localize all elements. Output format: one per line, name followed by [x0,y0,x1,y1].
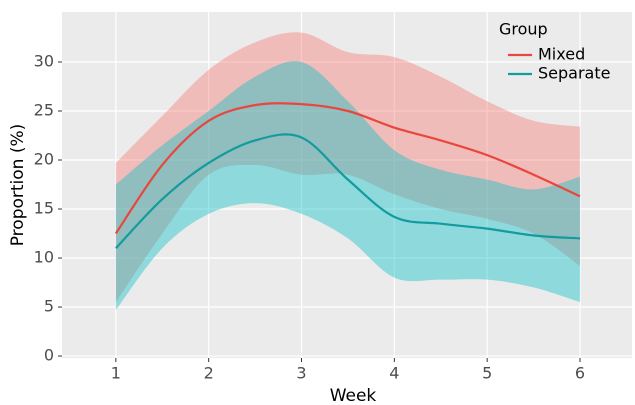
series-line [115,133,581,249]
y-tick-label: 20 [34,150,54,169]
y-axis-title: Proportion (%) [8,124,28,247]
legend-label: Separate [538,64,610,83]
plot-background [62,12,632,358]
x-tick-label: 5 [482,364,492,383]
legend-title: Group [499,20,548,39]
confidence-band [115,32,581,303]
legend-label: Mixed [538,45,585,64]
x-tick-label: 3 [296,364,306,383]
x-tick-label: 4 [389,364,399,383]
x-axis-title: Week [330,386,377,405]
x-tick-label: 1 [111,364,121,383]
x-tick-label: 6 [575,364,585,383]
y-tick-label: 15 [34,199,54,218]
y-tick-label: 0 [44,346,54,365]
y-tick-label: 25 [34,100,54,119]
series-line [114,102,581,235]
y-tick-label: 5 [44,297,54,316]
y-tick-label: 30 [34,51,54,70]
confidence-band [115,61,581,310]
y-tick-label: 10 [34,248,54,267]
x-tick-label: 2 [204,364,214,383]
